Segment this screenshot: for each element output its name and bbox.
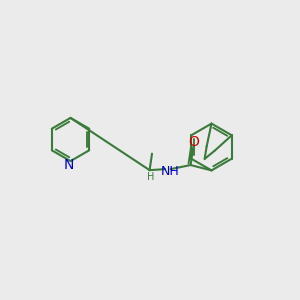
- Text: H: H: [147, 172, 155, 182]
- Text: N: N: [64, 158, 74, 172]
- Text: O: O: [188, 136, 199, 149]
- Text: NH: NH: [160, 165, 179, 178]
